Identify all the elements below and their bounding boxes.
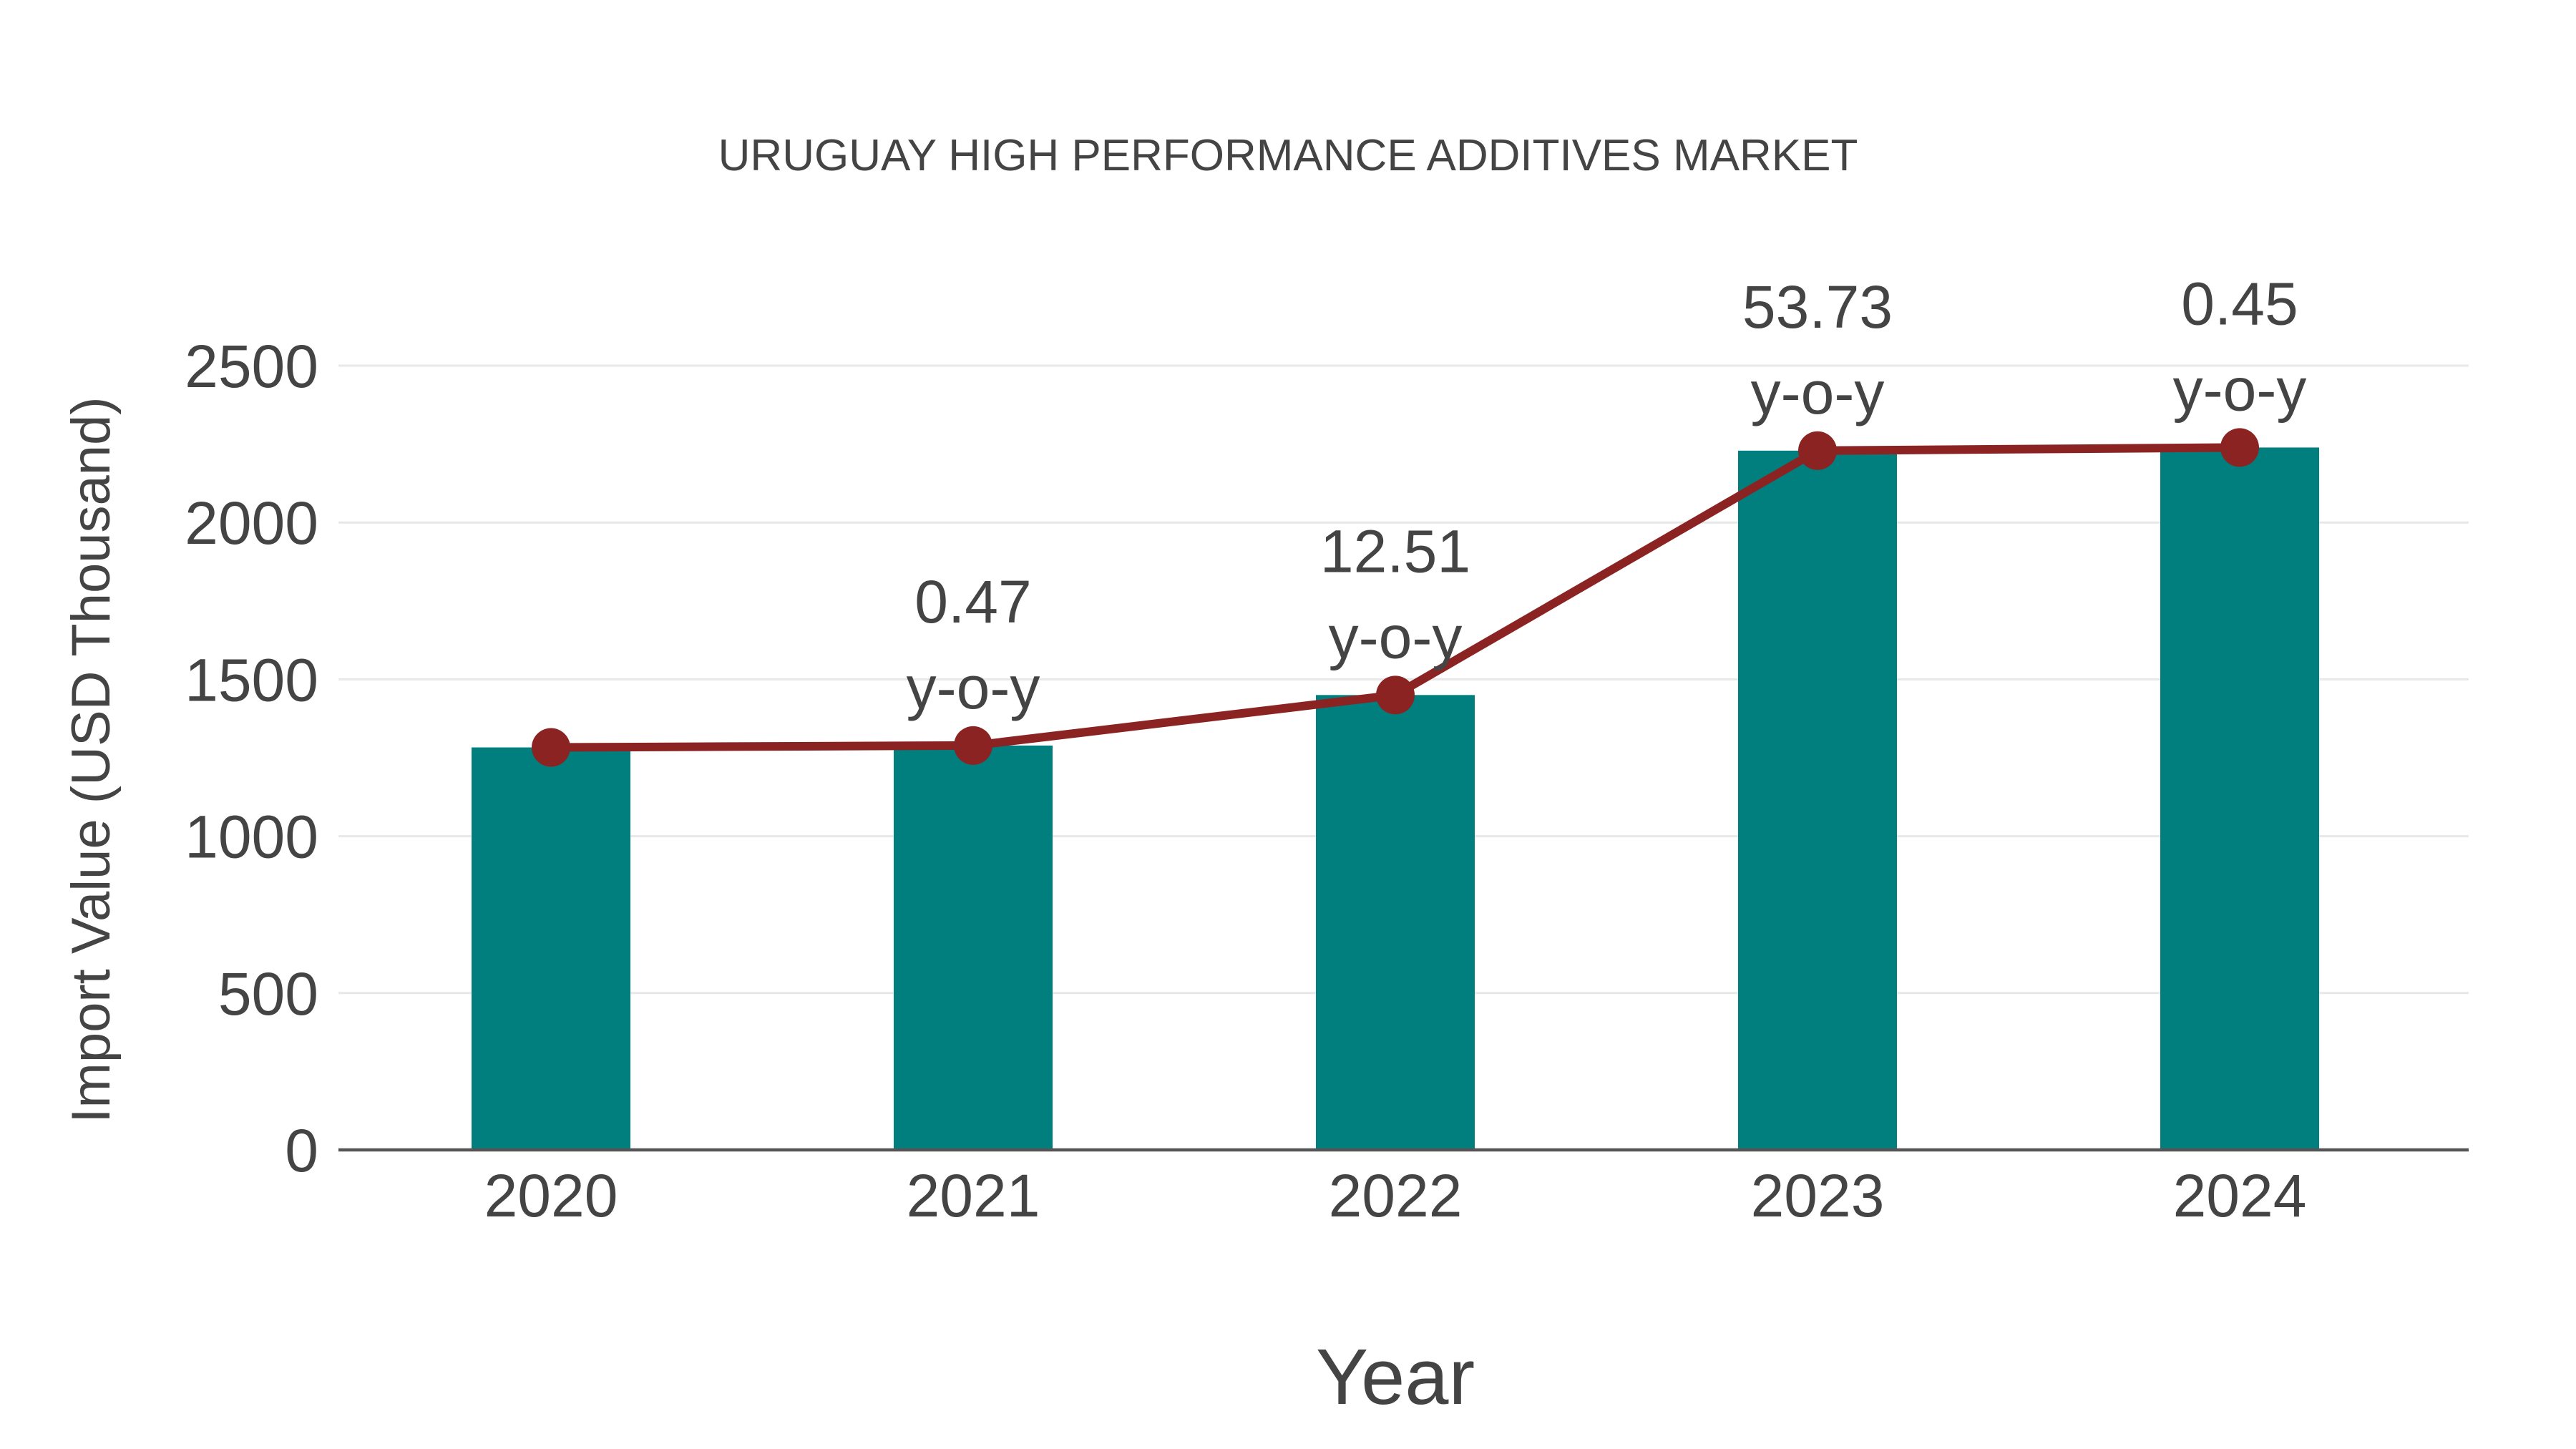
y-tick-label: 1000 bbox=[185, 804, 318, 871]
annotation-suffix: y-o-y bbox=[1329, 603, 1463, 670]
trend-marker-2024[interactable] bbox=[2220, 428, 2259, 467]
x-tick-label: 2022 bbox=[1329, 1162, 1463, 1229]
y-tick-label: 500 bbox=[218, 960, 318, 1028]
y-axis-tick-labels: 0 500 1000 1500 2000 2500 bbox=[185, 333, 318, 1184]
annotation-suffix: y-o-y bbox=[907, 654, 1040, 721]
annotation-value: 53.73 bbox=[1742, 273, 1893, 341]
trend-marker-2023[interactable] bbox=[1798, 431, 1837, 470]
bar-2024[interactable] bbox=[2160, 447, 2319, 1150]
annotation-value: 12.51 bbox=[1320, 517, 1470, 585]
trend-marker-2020[interactable] bbox=[532, 728, 570, 767]
x-tick-label: 2024 bbox=[2173, 1162, 2307, 1229]
chart-title: URUGUAY HIGH PERFORMANCE ADDITIVES MARKE… bbox=[718, 131, 1858, 180]
y-tick-label: 2500 bbox=[185, 333, 318, 400]
trend-marker-2021[interactable] bbox=[954, 726, 992, 765]
annotation-value: 0.47 bbox=[914, 568, 1032, 635]
annotation-suffix: y-o-y bbox=[1751, 359, 1885, 426]
y-axis-title: Import Value (USD Thousand) bbox=[61, 396, 122, 1123]
x-tick-label: 2021 bbox=[907, 1162, 1040, 1229]
x-axis-tick-labels: 2020 2021 2022 2023 2024 bbox=[484, 1162, 2307, 1229]
x-tick-label: 2023 bbox=[1751, 1162, 1885, 1229]
bar-2023[interactable] bbox=[1738, 450, 1897, 1150]
y-tick-label: 0 bbox=[285, 1117, 318, 1184]
trend-marker-2022[interactable] bbox=[1376, 675, 1415, 715]
annotation-suffix: y-o-y bbox=[2173, 356, 2307, 423]
x-axis-title: Year bbox=[1316, 1333, 1475, 1421]
bar-2021[interactable] bbox=[894, 745, 1053, 1150]
trend-line-group bbox=[532, 428, 2259, 767]
bar-2020[interactable] bbox=[472, 747, 630, 1150]
annotations-group: 0.47 y-o-y 12.51 y-o-y 53.73 y-o-y 0.45 y-o-y bbox=[907, 270, 2307, 721]
y-tick-label: 2000 bbox=[185, 489, 318, 557]
annotation-value: 0.45 bbox=[2181, 270, 2298, 337]
x-tick-label: 2020 bbox=[484, 1162, 618, 1229]
y-tick-label: 1500 bbox=[185, 646, 318, 713]
bars-group bbox=[472, 447, 2319, 1150]
bar-2022[interactable] bbox=[1316, 695, 1475, 1150]
